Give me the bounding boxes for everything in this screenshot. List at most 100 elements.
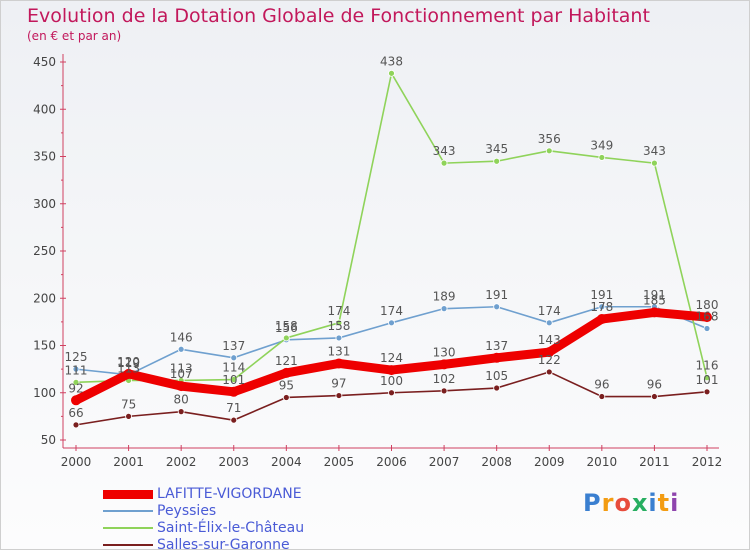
legend-item: Saint-Élix-le-Château xyxy=(103,520,304,536)
data-label: 97 xyxy=(331,377,346,391)
data-label: 178 xyxy=(590,300,613,314)
data-label: 143 xyxy=(538,333,561,347)
data-label: 438 xyxy=(380,54,403,68)
data-label: 121 xyxy=(275,354,298,368)
data-point xyxy=(177,408,185,416)
legend-item: Salles-sur-Garonne xyxy=(103,537,290,550)
data-label: 174 xyxy=(538,304,561,318)
logo-letter: i xyxy=(670,489,680,517)
data-point xyxy=(388,69,395,77)
data-label: 156 xyxy=(275,321,298,335)
data-point xyxy=(439,359,450,370)
data-point xyxy=(72,365,80,373)
x-tick-label: 2005 xyxy=(324,455,355,469)
logo-letter: i xyxy=(648,489,658,517)
data-point xyxy=(598,303,606,311)
data-point xyxy=(596,314,607,325)
data-point xyxy=(544,347,555,358)
x-tick-label: 2009 xyxy=(534,455,565,469)
legend-label: Saint-Élix-le-Château xyxy=(157,520,305,536)
data-label: 130 xyxy=(433,345,456,359)
x-tick-label: 2000 xyxy=(61,455,92,469)
data-point xyxy=(123,368,134,379)
logo-letter: P xyxy=(583,489,602,517)
legend-swatch xyxy=(103,527,153,529)
data-point xyxy=(282,394,290,401)
logo-letter: t xyxy=(657,489,671,517)
data-point xyxy=(335,334,343,342)
data-point xyxy=(228,386,239,397)
legend-label: Peyssies xyxy=(157,503,217,519)
data-point xyxy=(230,416,238,424)
data-point xyxy=(335,319,343,327)
data-point xyxy=(651,159,658,167)
data-label: 66 xyxy=(68,406,83,420)
data-label: 107 xyxy=(170,367,193,381)
data-label: 189 xyxy=(433,290,456,304)
data-label: 343 xyxy=(433,144,456,158)
proxiti-logo: Proxiti xyxy=(583,489,679,517)
legend-item: Peyssies xyxy=(103,503,216,519)
data-point xyxy=(493,157,501,165)
x-tick-label: 2011 xyxy=(639,455,670,469)
x-tick-label: 2010 xyxy=(587,455,618,469)
data-point xyxy=(703,388,711,396)
data-label: 343 xyxy=(643,144,666,158)
x-tick-label: 2001 xyxy=(113,455,144,469)
data-point xyxy=(230,376,238,383)
logo-letter: x xyxy=(631,489,649,517)
data-point xyxy=(125,412,132,420)
data-point xyxy=(335,392,343,399)
data-label: 71 xyxy=(226,401,241,415)
data-label: 137 xyxy=(485,339,508,353)
x-tick-label: 2004 xyxy=(271,455,302,469)
data-label: 158 xyxy=(327,319,350,333)
data-label: 349 xyxy=(590,138,613,152)
chart-title: Evolution de la Dotation Globale de Fonc… xyxy=(27,5,650,27)
data-label: 101 xyxy=(222,373,245,387)
data-label: 92 xyxy=(68,381,83,395)
legend-label: Salles-sur-Garonne xyxy=(157,537,290,550)
data-label: 101 xyxy=(696,373,719,387)
data-label: 113 xyxy=(170,361,193,375)
data-label: 75 xyxy=(121,397,136,411)
data-point xyxy=(545,368,553,376)
data-label: 131 xyxy=(327,344,350,358)
data-point xyxy=(388,389,395,397)
y-tick-label: 100 xyxy=(33,386,56,400)
data-point xyxy=(651,393,658,400)
data-label: 102 xyxy=(433,372,456,386)
data-point xyxy=(176,381,187,392)
data-point xyxy=(177,345,185,353)
data-label: 120 xyxy=(117,355,140,369)
data-label: 80 xyxy=(174,393,189,407)
data-point xyxy=(545,319,553,327)
legend-swatch xyxy=(103,544,153,546)
data-label: 191 xyxy=(485,288,508,302)
logo-letter: o xyxy=(614,489,632,517)
x-tick-label: 2008 xyxy=(481,455,512,469)
x-tick-label: 2003 xyxy=(218,455,249,469)
legend-swatch xyxy=(103,510,153,512)
data-label: 122 xyxy=(538,353,561,367)
legend-label: LAFITTE-VIGORDANE xyxy=(157,486,302,502)
data-point xyxy=(598,154,606,161)
y-tick-label: 450 xyxy=(33,55,56,69)
data-label: 105 xyxy=(485,369,508,383)
legend-swatch xyxy=(103,489,153,499)
y-tick-label: 250 xyxy=(33,244,56,258)
data-label: 96 xyxy=(647,378,662,392)
data-point xyxy=(440,159,448,167)
data-label: 119 xyxy=(117,356,140,370)
data-point xyxy=(282,334,290,342)
logo-letter: r xyxy=(601,489,615,517)
legend-item: LAFITTE-VIGORDANE xyxy=(103,486,302,502)
x-tick-label: 2006 xyxy=(376,455,407,469)
data-label: 174 xyxy=(327,304,350,318)
x-tick-label: 2012 xyxy=(692,455,723,469)
data-point xyxy=(281,367,292,378)
data-point xyxy=(598,393,606,400)
data-point xyxy=(491,352,502,363)
data-point xyxy=(649,307,660,318)
